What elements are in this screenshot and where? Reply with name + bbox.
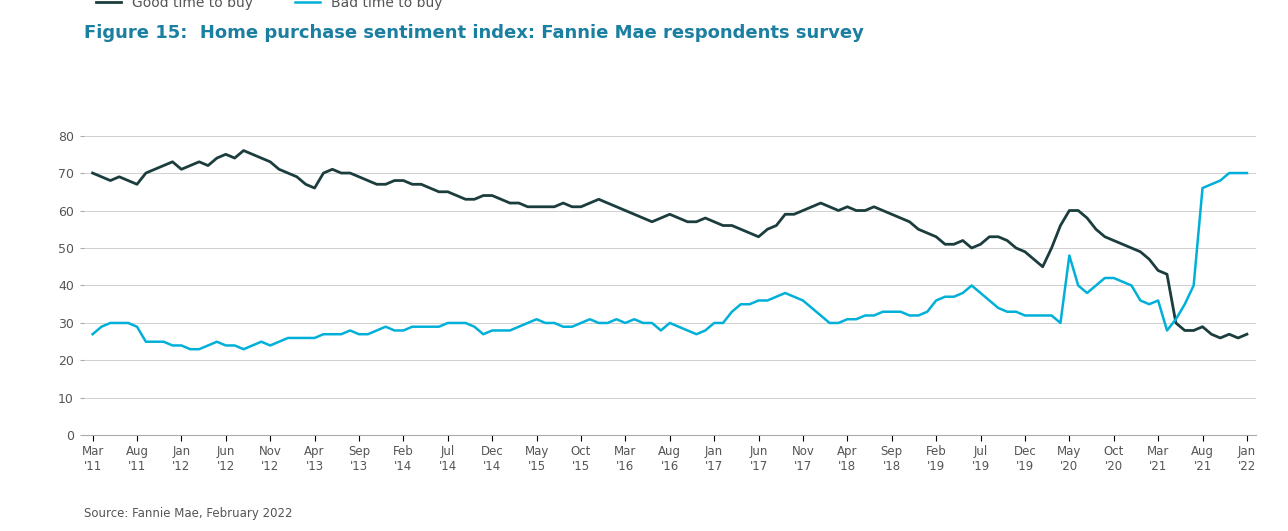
Legend: Good time to buy, Bad time to buy: Good time to buy, Bad time to buy xyxy=(90,0,448,15)
Text: Figure 15:  Home purchase sentiment index: Fannie Mae respondents survey: Figure 15: Home purchase sentiment index… xyxy=(84,24,863,42)
Text: Source: Fannie Mae, February 2022: Source: Fannie Mae, February 2022 xyxy=(84,508,292,520)
